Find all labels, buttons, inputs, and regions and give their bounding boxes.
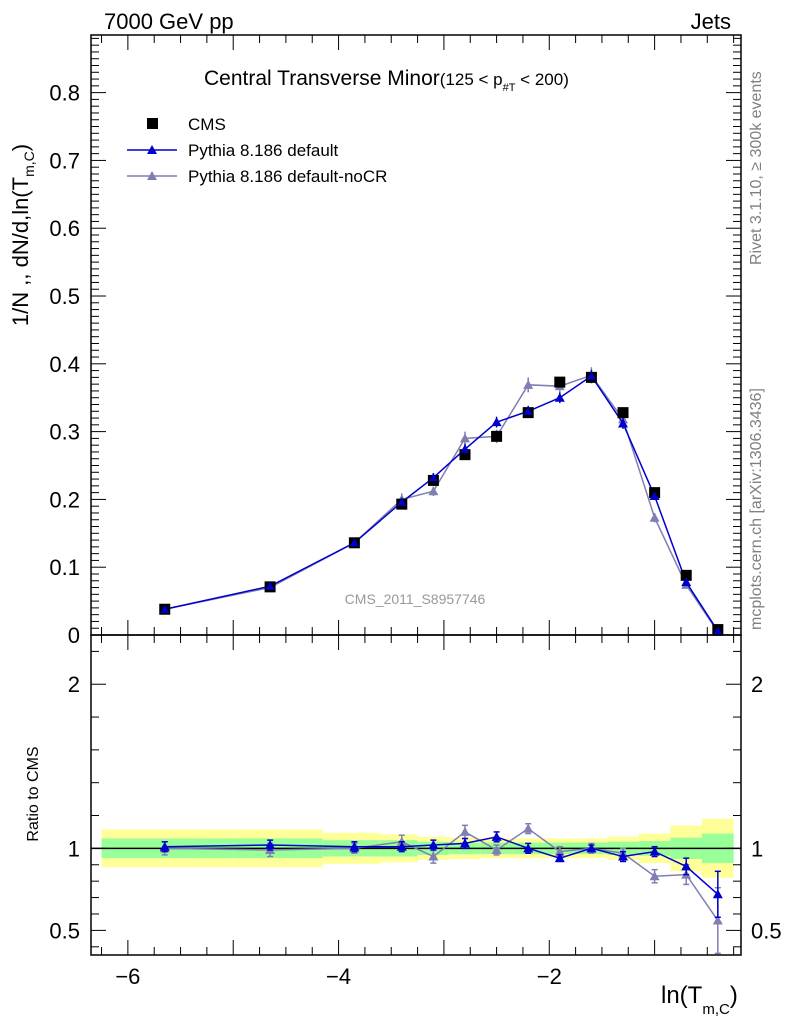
legend-marker (147, 145, 157, 154)
ratio-y-tick-label: 2 (68, 672, 80, 697)
ratio-y-tick-label-right: 1 (751, 836, 763, 861)
y-tick-label: 0 (68, 623, 80, 648)
ratio-marker (649, 846, 660, 856)
mcplots-label: mcplots.cern.ch [arXiv:1306.3436] (748, 388, 765, 630)
series-marker (460, 444, 470, 453)
ratio-y-tick-label-right: 2 (751, 672, 763, 697)
x-axis-label: ln(Tm,C) (661, 982, 738, 1018)
series-marker (681, 577, 691, 586)
ratio-line (164, 836, 719, 895)
ratio-marker (428, 851, 439, 861)
y-axis-label-close: ) (8, 144, 33, 151)
series-marker (492, 417, 502, 426)
header-right: Jets (691, 9, 731, 34)
data-point (617, 407, 629, 419)
plot-title: Central Transverse Minor(125 < p#T < 200… (204, 67, 569, 94)
series-marker (649, 512, 660, 522)
data-point (459, 449, 471, 461)
x-tick-label: −6 (115, 964, 140, 989)
series-marker (523, 379, 534, 389)
x-axis-label-close: ) (730, 982, 738, 1009)
legend-marker-cms (147, 118, 158, 129)
ratio-marker (523, 843, 534, 853)
series-marker (397, 497, 407, 506)
header-left: 7000 GeV pp (104, 9, 234, 34)
ratio-marker (491, 831, 502, 841)
ratio-marker (586, 843, 597, 853)
legend-label: Pythia 8.186 default-noCR (188, 167, 387, 186)
y-axis-label-sub: m,C (21, 151, 37, 177)
series-marker (160, 604, 170, 613)
x-tick-label: −4 (326, 964, 351, 989)
ratio-y-tick-label-right: 0.5 (751, 918, 782, 943)
data-point (554, 376, 566, 388)
data-point (491, 430, 503, 442)
series-marker (428, 473, 438, 482)
y-axis-label: 1/N ,, dN/d,ln(Tm,C) (8, 144, 37, 326)
y-tick-label: 0.7 (49, 148, 80, 173)
ratio-marker (618, 851, 629, 861)
y-tick-label: 0.2 (49, 487, 80, 512)
series-marker (586, 371, 596, 380)
plot-title-main: Central Transverse Minor (204, 67, 440, 90)
y-axis-label-main: 1/N ,, dN/d,ln(T (8, 177, 33, 326)
ratio-marker (712, 915, 723, 925)
series-marker (555, 393, 565, 402)
analysis-id: CMS_2011_S8957746 (345, 591, 486, 607)
series-marker (523, 406, 533, 415)
ratio-marker (459, 826, 470, 836)
series-line (164, 374, 719, 632)
ratio-marker (265, 840, 276, 850)
series-marker (459, 433, 470, 443)
y-tick-label: 0.5 (49, 284, 80, 309)
x-tick-label: −2 (537, 964, 562, 989)
y-tick-label: 0.8 (49, 81, 80, 106)
legend: CMS Pythia 8.186 default Pythia 8.186 defa… (127, 115, 387, 186)
series-marker (265, 581, 275, 590)
ratio-marker (159, 841, 170, 851)
legend-label: Pythia 8.186 default (188, 141, 339, 160)
series-marker (650, 491, 660, 500)
ratio-marker (523, 823, 534, 833)
legend-label: CMS (188, 115, 226, 134)
rivet-label: Rivet 3.1.10, ≥ 300k events (748, 71, 765, 265)
ratio-marker (681, 861, 692, 871)
ratio-marker (349, 841, 360, 851)
plot-title-cut-end: < 200) (515, 70, 568, 89)
ratio-plot-panel: −6 −4 −2 0.5 0.5 1 1 2 2 (49, 634, 782, 989)
legend-marker (147, 171, 157, 180)
y-tick-label: 0.6 (49, 216, 80, 241)
series-marker (713, 626, 723, 635)
data-point (680, 569, 692, 581)
main-plot-panel: 0 0.1 0.2 0.3 0.4 0.5 0.6 0.7 0.8 (49, 34, 742, 648)
ratio-marker (491, 844, 502, 854)
y-tick-label: 0.1 (49, 555, 80, 580)
ratio-marker (428, 840, 439, 850)
ratio-marker (554, 853, 565, 863)
series-marker (428, 486, 439, 496)
plot-title-cut: (125 < p (440, 70, 503, 89)
series-marker (349, 538, 359, 547)
ratio-y-axis-label: Ratio to CMS (25, 746, 42, 841)
ratio-marker (459, 838, 470, 848)
series-marker (618, 418, 628, 428)
plot-title-cut-sub: #T (503, 82, 516, 94)
y-tick-label: 0.4 (49, 352, 80, 377)
ratio-plot-frame (90, 634, 742, 956)
ratio-marker (554, 846, 565, 856)
ratio-marker (712, 889, 723, 899)
ratio-marker (396, 841, 407, 851)
y-tick-label: 0.3 (49, 420, 80, 445)
x-axis-label-sub: m,C (702, 1001, 730, 1018)
ratio-y-tick-label: 0.5 (49, 918, 80, 943)
ratio-marker (649, 871, 660, 881)
x-axis-label-main: ln(T (661, 982, 703, 1009)
ratio-y-tick-label: 1 (68, 836, 80, 861)
